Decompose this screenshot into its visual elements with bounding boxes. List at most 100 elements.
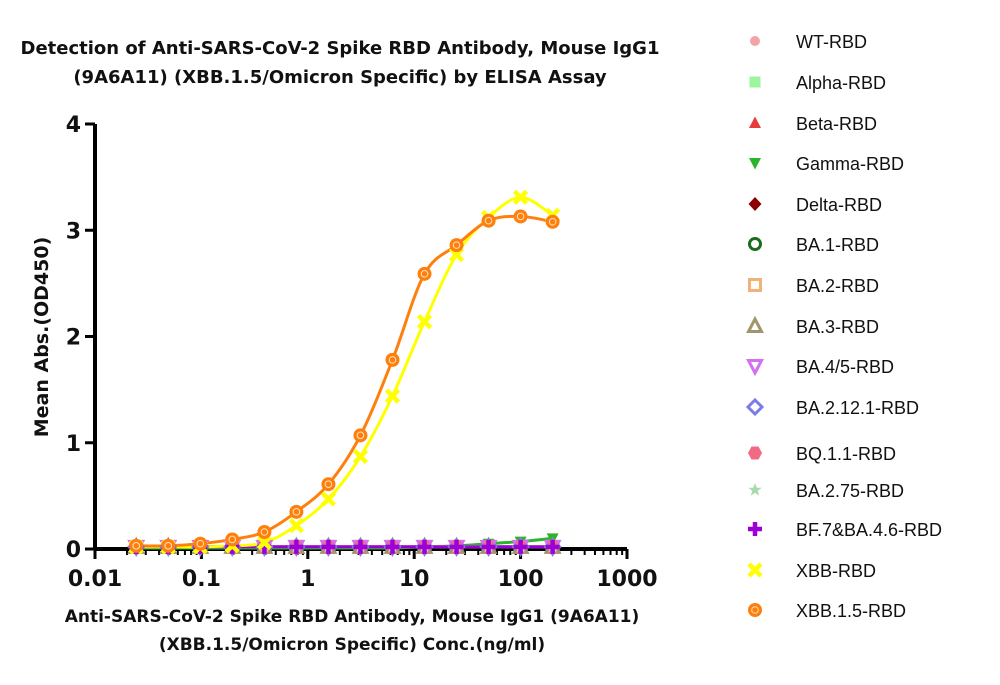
data-points	[127, 189, 562, 558]
data-point-xbb-1-5-rbd	[545, 214, 560, 229]
y-axis-title: Mean Abs.(OD450)	[31, 237, 53, 438]
legend-label-alpha-rbd: Alpha-RBD	[796, 73, 886, 93]
data-point-xbb-rbd	[352, 448, 369, 465]
x-axis-title-line-2: (XBB.1.5/Omicron Specific) Conc.(ng/ml)	[159, 635, 545, 655]
data-point-xbb-1-5-rbd	[417, 266, 432, 281]
y-tick-label: 4	[66, 113, 81, 138]
y-tick-label: 0	[66, 538, 81, 563]
data-point-bf-7-ba-4-6-rbd	[289, 539, 304, 554]
data-point-bf-7-ba-4-6-rbd	[385, 539, 400, 554]
legend-marker-alpha-rbd	[749, 76, 761, 88]
data-point-xbb-1-5-rbd	[481, 213, 496, 228]
legend: WT-RBD Alpha-RBD Beta-RBD Gamma-RBD Delta-RB…	[745, 32, 942, 621]
legend-label-xbb-1-5-rbd: XBB.1.5-RBD	[796, 601, 906, 621]
legend-marker-xbb-1-5-rbd	[748, 603, 762, 617]
legend-marker-beta-rbd	[749, 116, 761, 128]
data-point-xbb-1-5-rbd	[321, 477, 336, 492]
legend-label-ba-2-12-1-rbd: BA.2.12.1-RBD	[796, 398, 919, 418]
data-point-bf-7-ba-4-6-rbd	[513, 539, 528, 554]
data-point-xbb-1-5-rbd	[513, 209, 528, 224]
legend-item-bf-7-ba-4-6-rbd: BF.7&BA.4.6-RBD	[748, 520, 942, 540]
fit-curve-xbb-rbd	[136, 195, 554, 549]
data-point-xbb-rbd	[256, 535, 272, 551]
legend-label-ba-1-rbd: BA.1-RBD	[796, 235, 879, 255]
y-tick-label: 1	[66, 432, 81, 457]
x-tick-label: 10	[399, 567, 430, 592]
chart-title-line-1: Detection of Anti-SARS-CoV-2 Spike RBD A…	[21, 38, 660, 59]
fit-curve-xbb-1-5-rbd	[136, 214, 553, 548]
legend-item-ba-4-5-rbd: BA.4/5-RBD	[746, 357, 894, 377]
data-point-bf-7-ba-4-6-rbd	[353, 539, 368, 554]
legend-marker-delta-rbd	[748, 197, 762, 211]
legend-marker-ba-1-rbd	[748, 237, 762, 251]
data-point-xbb-rbd	[384, 388, 401, 404]
legend-marker-bf-7-ba-4-6-rbd	[748, 522, 762, 536]
x-tick-label: 100	[498, 567, 544, 592]
legend-label-wt-rbd: WT-RBD	[796, 32, 867, 52]
legend-marker-ba-4-5-rbd	[746, 359, 764, 377]
data-point-bf-7-ba-4-6-rbd	[545, 539, 560, 554]
legend-marker-bq-1-1-rbd	[748, 446, 762, 460]
data-point-xbb-1-5-rbd	[353, 428, 368, 443]
data-point-xbb-rbd	[288, 518, 304, 534]
legend-item-delta-rbd: Delta-RBD	[748, 195, 882, 215]
data-point-bf-7-ba-4-6-rbd	[449, 539, 464, 554]
legend-marker-wt-rbd	[750, 36, 760, 46]
data-point-bf-7-ba-4-6-rbd	[417, 539, 432, 554]
legend-item-beta-rbd: Beta-RBD	[749, 114, 877, 134]
chart-title: Detection of Anti-SARS-CoV-2 Spike RBD A…	[21, 38, 660, 88]
x-tick-label: 0.1	[182, 567, 221, 592]
data-point-bf-7-ba-4-6-rbd	[481, 539, 496, 554]
fit-curves	[136, 195, 554, 550]
legend-marker-ba-2-75-rbd	[748, 483, 762, 496]
legend-item-ba-1-rbd: BA.1-RBD	[748, 235, 879, 255]
legend-label-ba-2-rbd: BA.2-RBD	[796, 276, 879, 296]
legend-label-beta-rbd: Beta-RBD	[796, 114, 877, 134]
legend-item-xbb-1-5-rbd: XBB.1.5-RBD	[748, 601, 906, 621]
legend-label-ba-4-5-rbd: BA.4/5-RBD	[796, 357, 894, 377]
data-point-xbb-1-5-rbd	[289, 504, 304, 519]
legend-marker-gamma-rbd	[749, 158, 761, 170]
legend-marker-xbb-rbd	[747, 562, 763, 578]
x-tick-label: 0.01	[68, 567, 122, 592]
legend-item-xbb-rbd: XBB-RBD	[747, 561, 876, 581]
y-tick-label: 2	[66, 326, 81, 351]
legend-label-xbb-rbd: XBB-RBD	[796, 561, 876, 581]
data-point-bf-7-ba-4-6-rbd	[321, 539, 336, 554]
legend-item-ba-2-75-rbd: BA.2.75-RBD	[748, 481, 904, 501]
data-point-xbb-1-5-rbd	[257, 525, 272, 539]
x-axis-title: Anti-SARS-CoV-2 Spike RBD Antibody, Mous…	[65, 607, 640, 655]
legend-item-ba-3-rbd: BA.3-RBD	[746, 315, 879, 337]
legend-label-ba-3-rbd: BA.3-RBD	[796, 317, 879, 337]
legend-label-gamma-rbd: Gamma-RBD	[796, 154, 904, 174]
axes: 0 1 2 3 4 0.01 0.1 1 10 100 1000	[66, 113, 658, 592]
data-point-xbb-1-5-rbd	[161, 538, 176, 553]
legend-item-ba-2-rbd: BA.2-RBD	[748, 276, 879, 296]
data-point-xbb-1-5-rbd	[385, 352, 400, 367]
legend-label-ba-2-75-rbd: BA.2.75-RBD	[796, 481, 904, 501]
x-tick-label: 1000	[596, 567, 657, 592]
data-point-xbb-1-5-rbd	[193, 536, 208, 551]
legend-item-ba-2-12-1-rbd: BA.2.12.1-RBD	[745, 397, 919, 418]
legend-label-delta-rbd: Delta-RBD	[796, 195, 882, 215]
x-axis-title-line-1: Anti-SARS-CoV-2 Spike RBD Antibody, Mous…	[65, 607, 640, 627]
legend-item-bq-1-1-rbd: BQ.1.1-RBD	[748, 444, 896, 464]
legend-marker-ba-2-12-1-rbd	[745, 397, 765, 417]
data-point-xbb-1-5-rbd	[225, 532, 240, 547]
y-tick-label: 3	[66, 219, 81, 244]
data-point-xbb-rbd	[513, 189, 529, 205]
legend-item-gamma-rbd: Gamma-RBD	[749, 154, 904, 174]
chart-title-line-2: (9A6A11) (XBB.1.5/Omicron Specific) by E…	[73, 67, 607, 88]
legend-item-alpha-rbd: Alpha-RBD	[749, 73, 886, 93]
legend-label-bf-7-ba-4-6-rbd: BF.7&BA.4.6-RBD	[796, 520, 942, 540]
legend-marker-ba-3-rbd	[746, 315, 764, 333]
x-tick-label: 1	[300, 567, 315, 592]
data-point-xbb-rbd	[416, 314, 433, 330]
legend-marker-ba-2-rbd	[748, 278, 762, 292]
legend-label-bq-1-1-rbd: BQ.1.1-RBD	[796, 444, 896, 464]
data-point-xbb-1-5-rbd	[449, 238, 464, 253]
legend-item-wt-rbd: WT-RBD	[750, 32, 867, 52]
data-point-xbb-1-5-rbd	[129, 538, 144, 553]
data-point-xbb-rbd	[320, 491, 337, 507]
